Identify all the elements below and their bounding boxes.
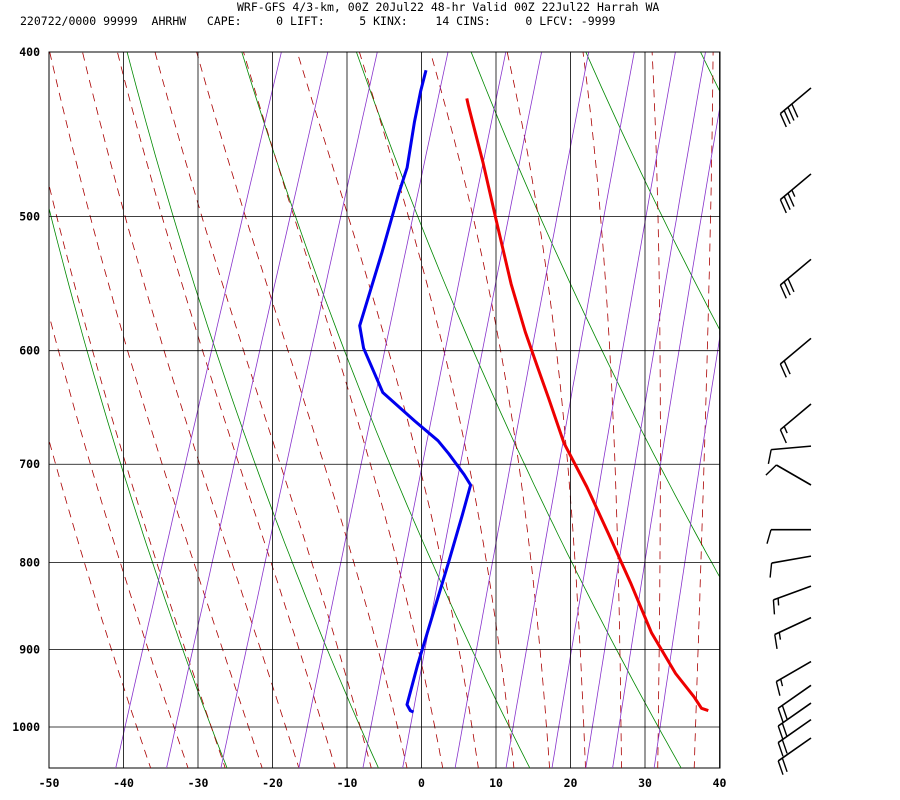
x-tick-label: -20 [262,776,283,790]
wind-barb [777,737,812,775]
dry-adiabat-line [795,14,900,797]
y-tick-label: 900 [19,642,40,656]
y-tick-label: 500 [19,209,40,223]
wind-barb [766,528,811,544]
x-tick-label: -50 [39,776,60,790]
x-tick-label: 10 [489,776,503,790]
sounding-profiles [358,69,709,714]
moist-adiabat-line [243,52,444,768]
moist-adiabat-line [296,52,479,768]
temperature-profile-line [465,98,709,713]
chart-title: WRF-GFS 4/3-km, 00Z 20Jul22 48-hr Valid … [237,0,660,14]
dewpoint-profile-line [358,69,473,714]
axis-tick-labels: -50 -40 -30 -20 -10 0 10 20 30 40 400 500 600 700 800 9… [12,45,726,790]
wind-barb [772,585,812,615]
wind-barb [779,403,812,444]
x-tick-label: 30 [638,776,652,790]
x-tick-label: 40 [713,776,727,790]
wind-barb [779,258,812,299]
station-indices-line: 220722/0000 99999 AHRHW CAPE: 0 LIFT: 5 … [20,14,616,28]
y-tick-label: 800 [19,556,40,570]
x-tick-label: 20 [564,776,578,790]
wind-barb [769,555,812,578]
plot-frame [48,51,721,769]
wind-barb [775,660,812,696]
moist-adiabat-line [506,52,586,768]
wind-barb [774,616,812,649]
wind-barb [767,445,812,465]
y-tick-label: 600 [19,344,40,358]
moist-adiabat-line [49,313,189,768]
wind-barb [765,464,812,486]
moist-adiabat-line [49,438,152,768]
x-tick-label: 0 [418,776,425,790]
wind-barb [777,684,812,723]
y-tick-label: 1000 [12,720,40,734]
x-tick-label: -10 [337,776,358,790]
mixing-ratio-line [653,333,720,768]
wind-barb [777,718,812,757]
y-tick-label: 700 [19,457,40,471]
wind-barb [779,87,812,128]
wind-barb [779,337,812,378]
x-tick-label: -40 [113,776,134,790]
wind-barb [779,173,812,214]
x-tick-label: -30 [188,776,209,790]
wind-barb [777,702,812,740]
wind-barbs [765,87,812,775]
moist-adiabat-line [730,14,770,797]
grid-lines [48,51,720,768]
y-tick-label: 400 [19,45,40,59]
moist-adiabat-line [429,52,550,768]
